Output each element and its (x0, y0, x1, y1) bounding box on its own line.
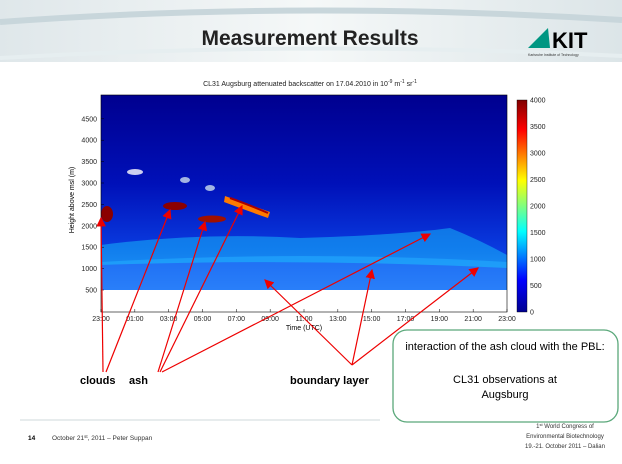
figure-title-part: -1 (412, 79, 417, 85)
arrow (96, 216, 106, 373)
figure-title-part: m (392, 81, 400, 88)
figure-title-part: -9 (388, 79, 393, 85)
x-tick-label: 11:00 (296, 316, 313, 323)
arrow (105, 208, 172, 373)
author-part: st (84, 434, 88, 439)
colorbar-tick-label: 0 (530, 310, 534, 317)
callout-text: interaction of the ash cloud with the PB… (405, 341, 604, 353)
footer-author: October 21st, 2011 – Peter Suppan (52, 434, 153, 442)
colorbar-tick-label: 3000 (530, 151, 546, 158)
cloud (101, 206, 113, 222)
callout-line: Augsburg (481, 389, 528, 401)
ash-layer (224, 196, 270, 218)
arrow (351, 267, 479, 366)
colorbar-tick-label: 1000 (530, 257, 546, 264)
arrow (157, 220, 208, 373)
author-part: October 21 (52, 435, 85, 442)
figure-title-part: CL31 Augsburg attenuated backscatter on … (203, 81, 388, 88)
y-tick-label: 500 (85, 288, 97, 295)
cloud (198, 215, 226, 223)
x-tick-label: 03:00 (160, 316, 178, 323)
colorbar-tick-label: 500 (530, 283, 542, 290)
annotation: ash (129, 375, 148, 387)
ash-layer (229, 197, 269, 214)
conference: 19.-21. October 2011 – Dalian (525, 444, 605, 450)
cloud (163, 202, 187, 210)
conference: 1st World Congress of (536, 422, 594, 430)
x-tick-label: 19:00 (431, 316, 449, 323)
colorbar-tick-label: 2500 (530, 177, 546, 184)
x-tick-label: 09:00 (261, 316, 279, 323)
annotation: clouds (80, 375, 115, 387)
header-swoosh (0, 46, 622, 60)
conference-part: World Congress of (543, 424, 595, 430)
logo-sub: Karlsruhe Institute of Technology (528, 53, 579, 57)
x-axis-label: Time (UTC) (286, 325, 322, 332)
cloud (205, 185, 215, 191)
boundary-layer (101, 228, 507, 268)
conference-part: st (539, 422, 543, 427)
boundary-layer (101, 256, 507, 290)
header-swoosh (0, 7, 622, 25)
callout-text: CL31 observations at Augsburg (453, 374, 557, 401)
conference: Environmental Biotechnology (526, 434, 604, 440)
page-number: 14 (28, 435, 36, 442)
x-tick-label: 07:00 (228, 316, 246, 323)
cloud (180, 177, 190, 183)
y-tick-label: 3000 (81, 181, 97, 188)
y-axis-label: Height above msl (m) (69, 167, 76, 234)
x-tick-label: 23:00 (498, 316, 516, 323)
arrow (264, 279, 353, 366)
backscatter-image (100, 94, 508, 313)
colorbar-tick-label: 4000 (530, 98, 546, 105)
y-tick-label: 1000 (81, 266, 97, 273)
callout-line: CL31 observations at (453, 374, 557, 386)
y-tick-label: 2000 (81, 223, 97, 230)
x-tick-label: 17:00 (397, 316, 415, 323)
colorbar-tick-label: 3500 (530, 124, 546, 131)
annotation: boundary layer (290, 375, 370, 387)
ticks: 500 1000 1500 2000 2500 3000 3500 4000 4500 23:00… (81, 98, 545, 324)
colorbar-tick-label: 2000 (530, 204, 546, 211)
y-tick-label: 4500 (81, 116, 97, 123)
x-tick-label: 15:00 (363, 316, 381, 323)
callout-box (392, 329, 619, 423)
colorbar (516, 99, 528, 313)
figure-title-part: -1 (400, 79, 405, 85)
conference-part: 1 (536, 424, 540, 430)
colorbar-tick-label: 1500 (530, 230, 546, 237)
cloud (127, 169, 143, 175)
slide-title: Measurement Results (201, 27, 418, 50)
y-tick-label: 2500 (81, 202, 97, 209)
logo: KIT (552, 28, 588, 53)
figure-title-part: sr (405, 81, 413, 88)
logo-mark (528, 28, 550, 48)
author-part: , 2011 – Peter Suppan (88, 435, 153, 442)
arrow (161, 233, 432, 373)
x-tick-label: 21:00 (464, 316, 482, 323)
x-tick-label: 13:00 (329, 316, 347, 323)
arrow (159, 204, 243, 373)
figure-title: CL31 Augsburg attenuated backscatter on … (203, 79, 417, 88)
arrows (96, 204, 479, 373)
y-tick-label: 1500 (81, 245, 97, 252)
arrow (351, 268, 375, 366)
x-tick-label: 23:00 (92, 316, 110, 323)
no-data (101, 290, 507, 312)
x-tick-label: 05:00 (194, 316, 212, 323)
y-tick-label: 3500 (81, 159, 97, 166)
y-tick-label: 4000 (81, 138, 97, 145)
x-tick-label: 01:00 (126, 316, 144, 323)
